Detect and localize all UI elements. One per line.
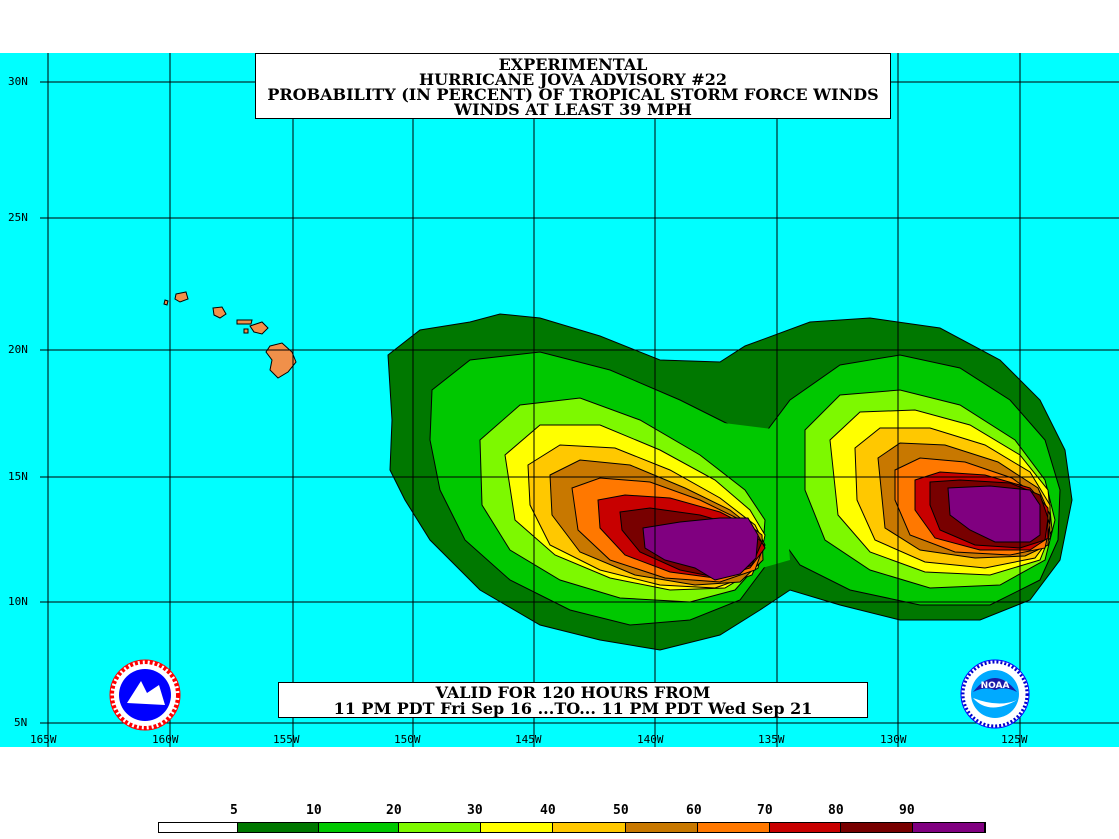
title-line-experimental: EXPERIMENTAL — [498, 55, 648, 74]
noaa-logo: NOAA — [960, 659, 1030, 729]
legend-label-10: 10 — [306, 803, 322, 818]
legend-label-90: 90 — [899, 803, 915, 818]
lon-label-130w: 130W — [880, 733, 907, 746]
legend-swatch-9 — [841, 823, 913, 832]
legend-swatch-6 — [626, 823, 698, 832]
valid-period-line1: VALID FOR 120 HOURS FROM — [435, 683, 711, 702]
legend-label-50: 50 — [613, 803, 629, 818]
contour-90-west — [642, 517, 759, 581]
title-box: EXPERIMENTAL HURRICANE JOVA ADVISORY #22… — [255, 53, 891, 119]
legend-swatch-8 — [770, 823, 841, 832]
legend-label-70: 70 — [757, 803, 773, 818]
title-line-probability: PROBABILITY (IN PERCENT) OF TROPICAL STO… — [267, 85, 879, 104]
title-line-advisory: HURRICANE JOVA ADVISORY #22 — [419, 70, 727, 89]
wind-probability-contours — [387, 313, 1073, 651]
lat-label-10n: 10N — [8, 595, 28, 608]
island-oahu — [212, 306, 227, 319]
legend-label-5: 5 — [230, 803, 238, 818]
lon-label-160w: 160W — [152, 733, 179, 746]
island-lanai — [243, 328, 249, 334]
legend-swatch-3 — [399, 823, 481, 832]
lon-label-145w: 145W — [515, 733, 542, 746]
island-maui — [249, 321, 269, 335]
lon-label-150w: 150W — [394, 733, 421, 746]
lat-label-30n: 30N — [8, 75, 28, 88]
legend-label-80: 80 — [828, 803, 844, 818]
lat-label-25n: 25N — [8, 211, 28, 224]
title-line-winds: WINDS AT LEAST 39 MPH — [454, 100, 692, 119]
legend-swatch-7 — [698, 823, 770, 832]
lat-label-15n: 15N — [8, 470, 28, 483]
island-niihau — [163, 299, 169, 306]
island-kauai — [174, 291, 189, 303]
island-hawaii — [265, 342, 297, 379]
legend-label-20: 20 — [386, 803, 402, 818]
hawaiian-islands — [163, 291, 297, 379]
legend-label-60: 60 — [686, 803, 702, 818]
legend-swatch-4 — [481, 823, 553, 832]
contour-90-east — [947, 485, 1041, 543]
lon-label-125w: 125W — [1001, 733, 1028, 746]
lon-label-165w: 165W — [30, 733, 57, 746]
valid-period-line2: 11 PM PDT Fri Sep 16 ...TO... 11 PM PDT … — [333, 699, 813, 718]
lon-label-140w: 140W — [637, 733, 664, 746]
legend-swatch-1 — [238, 823, 319, 832]
legend-swatch-2 — [319, 823, 399, 832]
legend-label-30: 30 — [467, 803, 483, 818]
lat-label-20n: 20N — [8, 343, 28, 356]
nws-logo — [109, 659, 181, 731]
island-molokai — [236, 319, 253, 325]
legend-swatch-0 — [159, 823, 238, 832]
lon-label-155w: 155W — [273, 733, 300, 746]
noaa-logo-text: NOAA — [981, 681, 1010, 691]
lon-label-135w: 135W — [758, 733, 785, 746]
legend-color-bar — [158, 822, 986, 833]
valid-period-box: VALID FOR 120 HOURS FROM 11 PM PDT Fri S… — [278, 682, 868, 718]
legend-swatch-5 — [553, 823, 626, 832]
legend-swatch-10 — [913, 823, 985, 832]
legend-label-40: 40 — [540, 803, 556, 818]
lat-label-5n: 5N — [14, 716, 28, 729]
